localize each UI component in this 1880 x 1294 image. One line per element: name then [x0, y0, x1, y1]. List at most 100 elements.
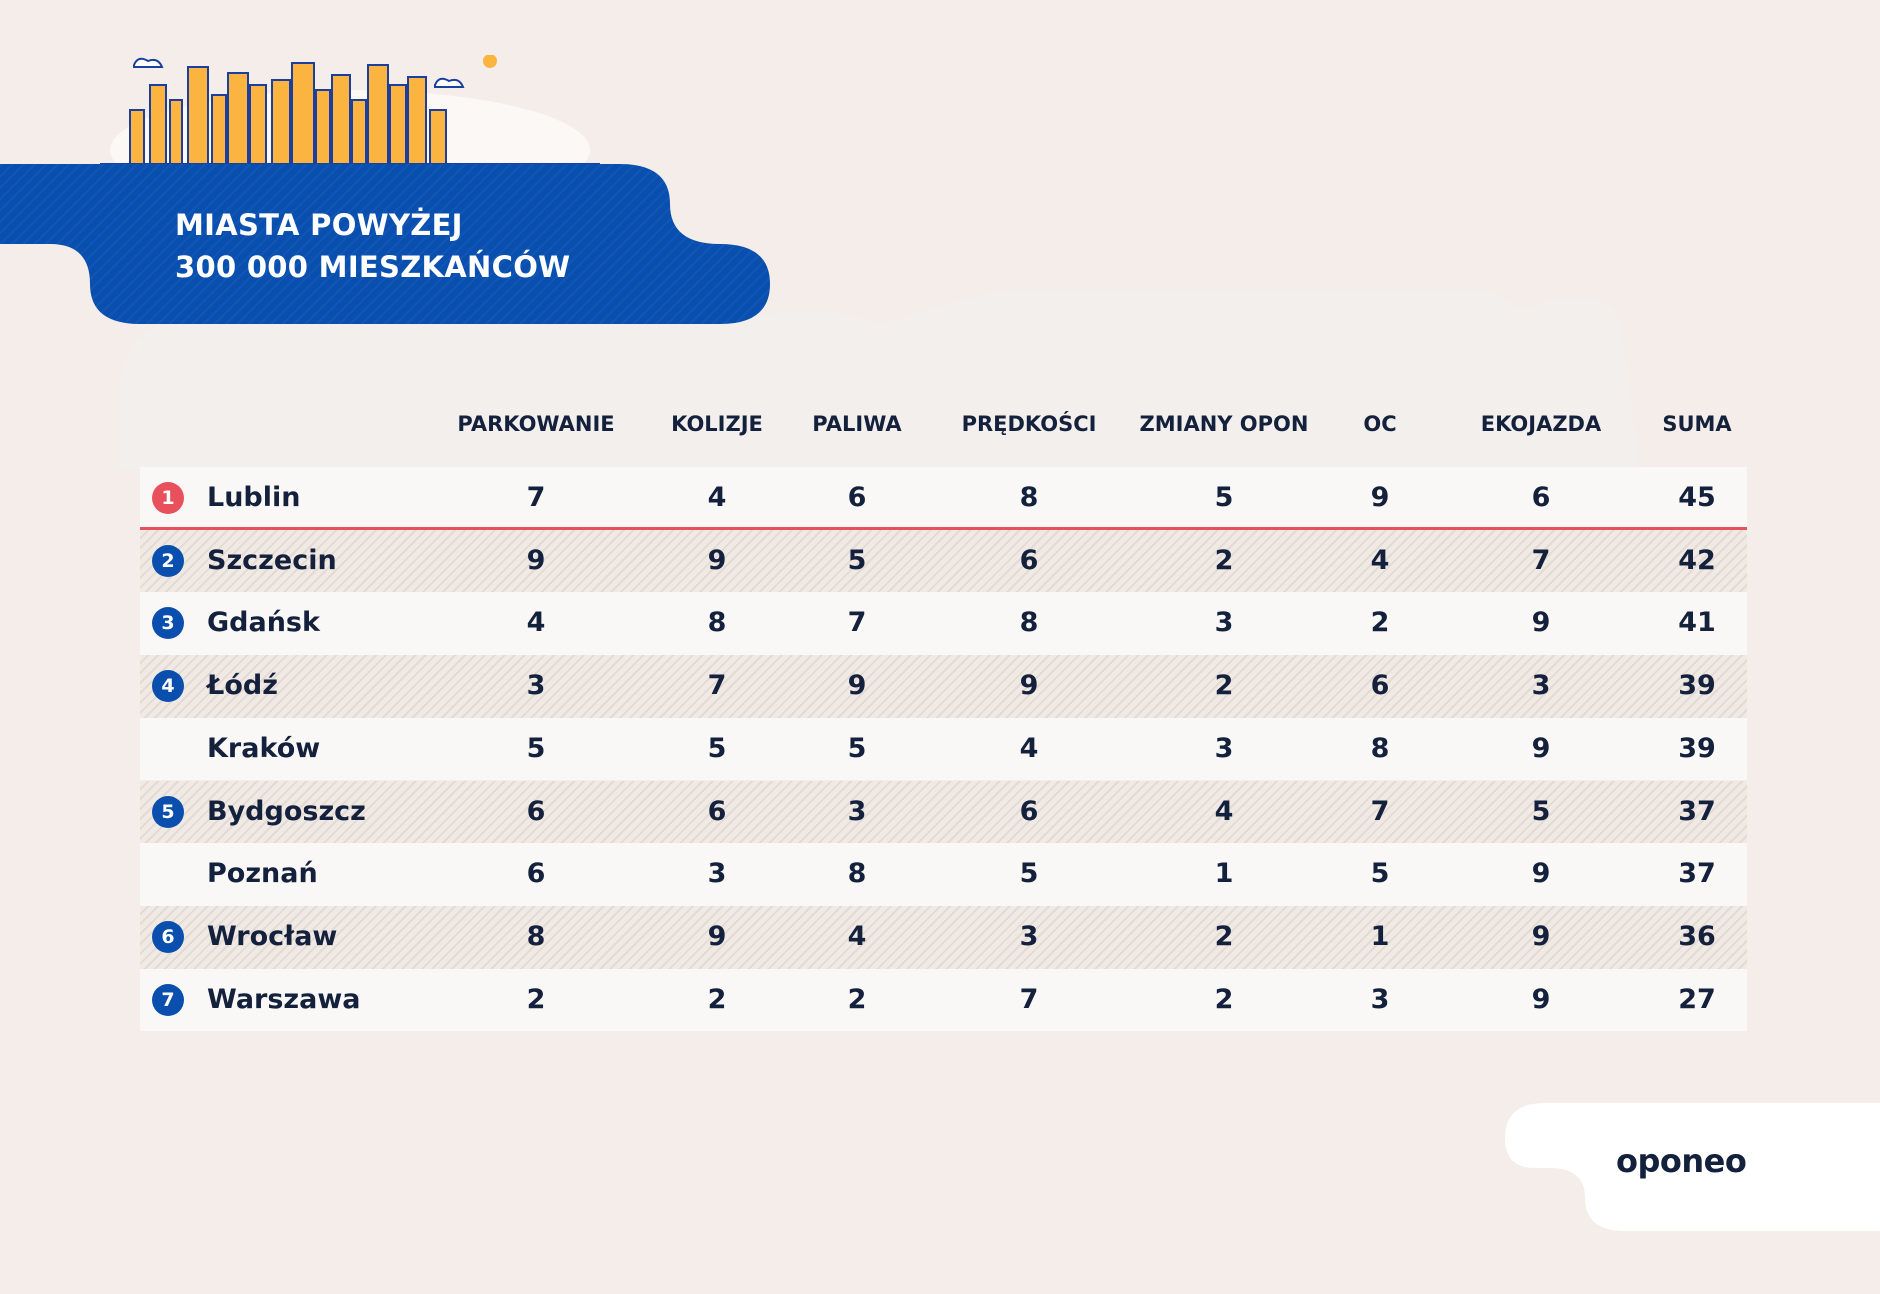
score-cell: 3 — [847, 795, 867, 827]
score-cell: 39 — [1678, 670, 1716, 702]
table-row: 4 Łódź 3 7 9 9 2 6 3 39 — [140, 655, 1747, 718]
score-cell: 37 — [1678, 795, 1716, 827]
score-cell: 36 — [1678, 920, 1716, 952]
table-row: 6 Wrocław 8 9 4 3 2 1 9 36 — [140, 905, 1747, 969]
column-header: ZMIANY OPON — [1139, 412, 1309, 436]
city-name: Łódź — [207, 670, 278, 702]
score-cell: 1 — [1370, 920, 1390, 952]
city-name: Szczecin — [207, 544, 337, 576]
score-cell: 4 — [526, 607, 546, 639]
score-cell: 9 — [1531, 920, 1551, 952]
score-cell: 6 — [707, 795, 727, 827]
score-cell: 3 — [526, 670, 546, 702]
score-cell: 8 — [526, 920, 546, 952]
score-cell: 45 — [1678, 482, 1716, 513]
rank-badge: 5 — [152, 795, 184, 828]
table-row: Kraków 5 5 5 4 3 8 9 39 — [140, 717, 1747, 781]
score-cell: 2 — [1214, 983, 1234, 1015]
score-cell: 8 — [707, 607, 727, 639]
page-title: MIASTA POWYŻEJ 300 000 MIESZKAŃCÓW — [175, 204, 570, 288]
score-cell: 27 — [1678, 983, 1716, 1015]
score-cell: 37 — [1678, 858, 1716, 890]
score-cell: 4 — [1214, 795, 1234, 827]
score-cell: 2 — [707, 983, 727, 1015]
score-cell: 6 — [1531, 482, 1551, 513]
oponeo-logo: oponeo — [1616, 1142, 1747, 1180]
rank-badge: 2 — [152, 544, 184, 577]
rank-badge: 1 — [152, 482, 184, 514]
score-cell: 42 — [1678, 544, 1716, 576]
score-cell: 5 — [847, 732, 867, 764]
score-cell: 7 — [1370, 795, 1390, 827]
city-name: Warszawa — [207, 983, 361, 1015]
column-header: OC — [1363, 412, 1397, 436]
score-cell: 5 — [1019, 858, 1039, 890]
score-cell: 4 — [847, 920, 867, 952]
score-cell: 8 — [1370, 732, 1390, 764]
rank-badge: 7 — [152, 983, 184, 1016]
score-cell: 2 — [1214, 670, 1234, 702]
table-row: 1 Lublin 7 4 6 8 5 9 6 45 — [140, 467, 1747, 530]
score-cell: 6 — [526, 795, 546, 827]
score-cell: 4 — [1370, 544, 1390, 576]
title-line-1: MIASTA POWYŻEJ — [175, 208, 463, 242]
column-header: PARKOWANIE — [457, 412, 615, 436]
score-cell: 9 — [847, 670, 867, 702]
score-cell: 39 — [1678, 732, 1716, 764]
score-cell: 3 — [1019, 920, 1039, 952]
score-cell: 6 — [1370, 670, 1390, 702]
score-cell: 4 — [1019, 732, 1039, 764]
column-header: KOLIZJE — [671, 412, 763, 436]
score-cell: 6 — [847, 482, 867, 513]
score-cell: 7 — [526, 482, 546, 513]
column-header: PALIWA — [812, 412, 902, 436]
score-cell: 6 — [526, 858, 546, 890]
score-cell: 9 — [1531, 732, 1551, 764]
score-cell: 7 — [847, 607, 867, 639]
score-cell: 7 — [1531, 544, 1551, 576]
score-cell: 6 — [1019, 795, 1039, 827]
city-name: Wrocław — [207, 920, 338, 952]
cloud-decoration — [120, 290, 1640, 470]
score-cell: 3 — [1531, 670, 1551, 702]
score-cell: 9 — [1531, 983, 1551, 1015]
table-row: Poznań 6 3 8 5 1 5 9 37 — [140, 843, 1747, 906]
score-cell: 8 — [1019, 482, 1039, 513]
table-row: 3 Gdańsk 4 8 7 8 3 2 9 41 — [140, 592, 1747, 656]
column-header: SUMA — [1662, 412, 1732, 436]
score-cell: 9 — [1019, 670, 1039, 702]
score-cell: 7 — [1019, 983, 1039, 1015]
rank-badge: 3 — [152, 607, 184, 640]
score-cell: 2 — [847, 983, 867, 1015]
score-cell: 3 — [707, 858, 727, 890]
score-cell: 5 — [526, 732, 546, 764]
title-line-2: 300 000 MIESZKAŃCÓW — [175, 250, 571, 284]
score-cell: 5 — [1370, 858, 1390, 890]
score-cell: 5 — [1531, 795, 1551, 827]
score-cell: 3 — [1214, 607, 1234, 639]
score-cell: 9 — [1531, 858, 1551, 890]
table-row: 5 Bydgoszcz 6 6 3 6 4 7 5 37 — [140, 780, 1747, 844]
score-cell: 2 — [1214, 920, 1234, 952]
city-skyline-illustration — [100, 55, 600, 167]
score-cell: 3 — [1370, 983, 1390, 1015]
score-cell: 8 — [1019, 607, 1039, 639]
score-cell: 2 — [1370, 607, 1390, 639]
city-name: Bydgoszcz — [207, 795, 366, 827]
rank-badge: 6 — [152, 920, 184, 953]
title-banner — [0, 164, 770, 324]
table-row: 7 Warszawa 2 2 2 7 2 3 9 27 — [140, 968, 1747, 1032]
logo-background — [1505, 1103, 1880, 1231]
score-cell: 9 — [707, 544, 727, 576]
score-cell: 6 — [1019, 544, 1039, 576]
score-cell: 7 — [707, 670, 727, 702]
score-cell: 1 — [1214, 858, 1234, 890]
score-cell: 41 — [1678, 607, 1716, 639]
city-name: Lublin — [207, 482, 301, 513]
column-header: EKOJAZDA — [1480, 412, 1602, 436]
city-name: Kraków — [207, 732, 321, 764]
score-cell: 8 — [847, 858, 867, 890]
score-cell: 4 — [707, 482, 727, 513]
score-cell: 9 — [1370, 482, 1390, 513]
city-name: Poznań — [207, 858, 318, 890]
